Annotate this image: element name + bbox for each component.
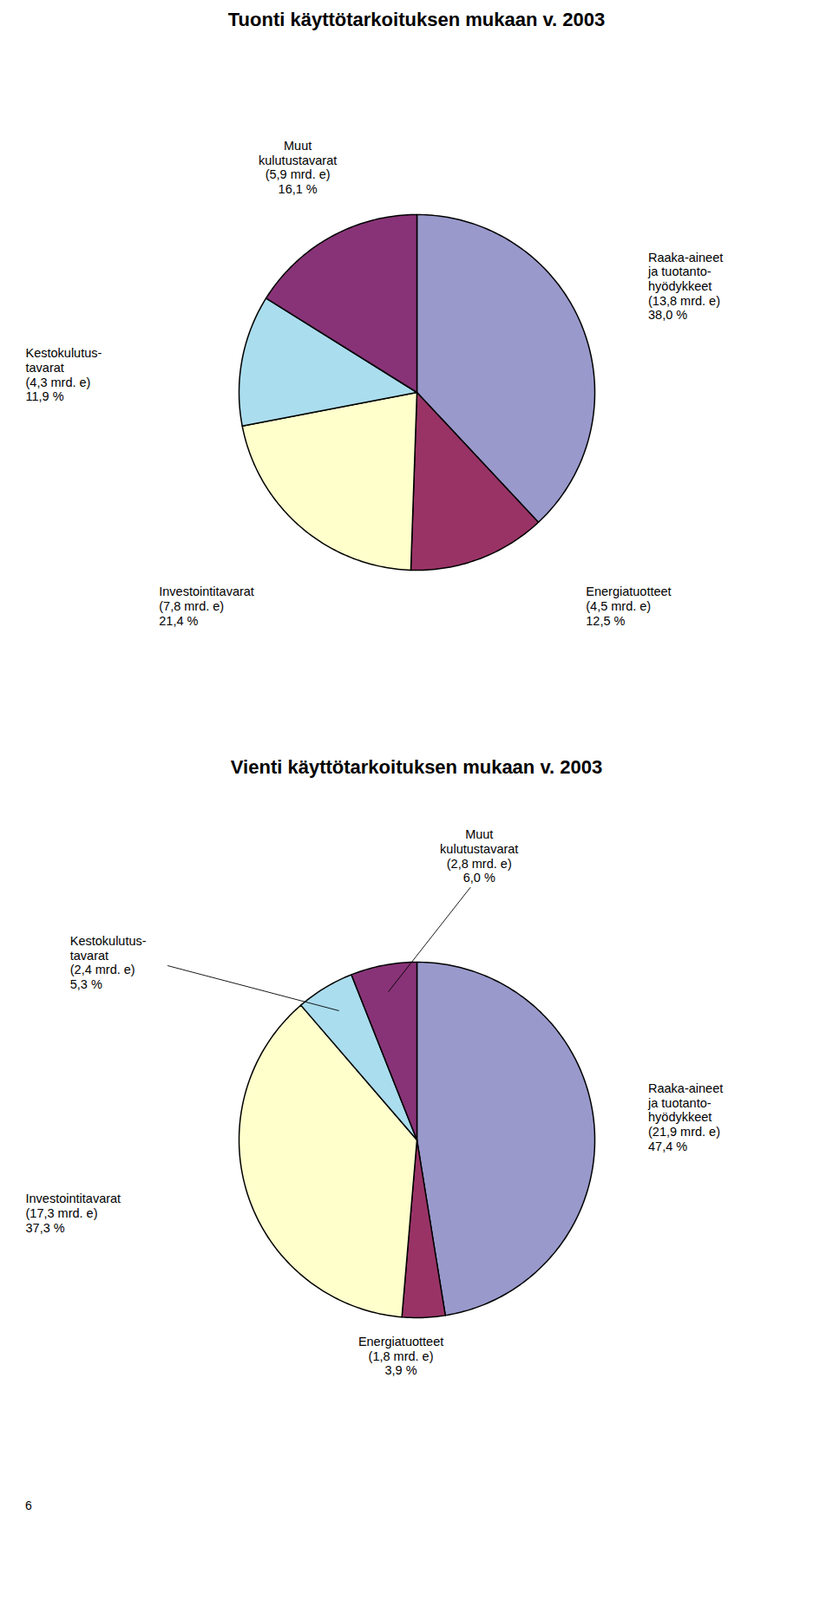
svg-text:Raaka-aineetja tuotanto-hyödyk: Raaka-aineetja tuotanto-hyödykkeet(13,8 … <box>647 249 723 322</box>
svg-text:Kestokulutus-tavarat(2,4 mrd.: Kestokulutus-tavarat(2,4 mrd. e)5,3 % <box>70 934 147 992</box>
html-text:6: 6 <box>25 1499 32 1514</box>
svg-text:Investointitavarat(17,3 mrd. e: Investointitavarat(17,3 mrd. e)37,3 % <box>26 1192 122 1235</box>
svg-text:Raaka-aineetja tuotanto-hyödyk: Raaka-aineetja tuotanto-hyödykkeet(21,9 … <box>647 1082 723 1155</box>
svg-text:Energiatuotteet(4,5 mrd. e)12,: Energiatuotteet(4,5 mrd. e)12,5 % <box>585 584 671 628</box>
svg-text:Muutkulutustavarat(5,9 mrd. e): Muutkulutustavarat(5,9 mrd. e)16,1 % <box>258 138 337 197</box>
svg-text:Muutkulutustavarat(2,8 mrd. e): Muutkulutustavarat(2,8 mrd. e)6,0 % <box>439 827 519 886</box>
html-text:Vienti käyttötarkoituksen muka: Vienti käyttötarkoituksen mukaan v. 2003 <box>230 756 603 779</box>
svg-text:Investointitavarat(7,8 mrd. e): Investointitavarat(7,8 mrd. e)21,4 % <box>158 584 255 628</box>
html-text:Tuonti käyttötarkoituksen muka: Tuonti käyttötarkoituksen mukaan v. 2003 <box>228 8 605 31</box>
svg-text:Kestokulutus-tavarat(4,3 mrd.: Kestokulutus-tavarat(4,3 mrd. e)11,9 % <box>26 346 103 404</box>
svg-text:Energiatuotteet(1,8 mrd. e)3,9: Energiatuotteet(1,8 mrd. e)3,9 % <box>358 1335 444 1378</box>
